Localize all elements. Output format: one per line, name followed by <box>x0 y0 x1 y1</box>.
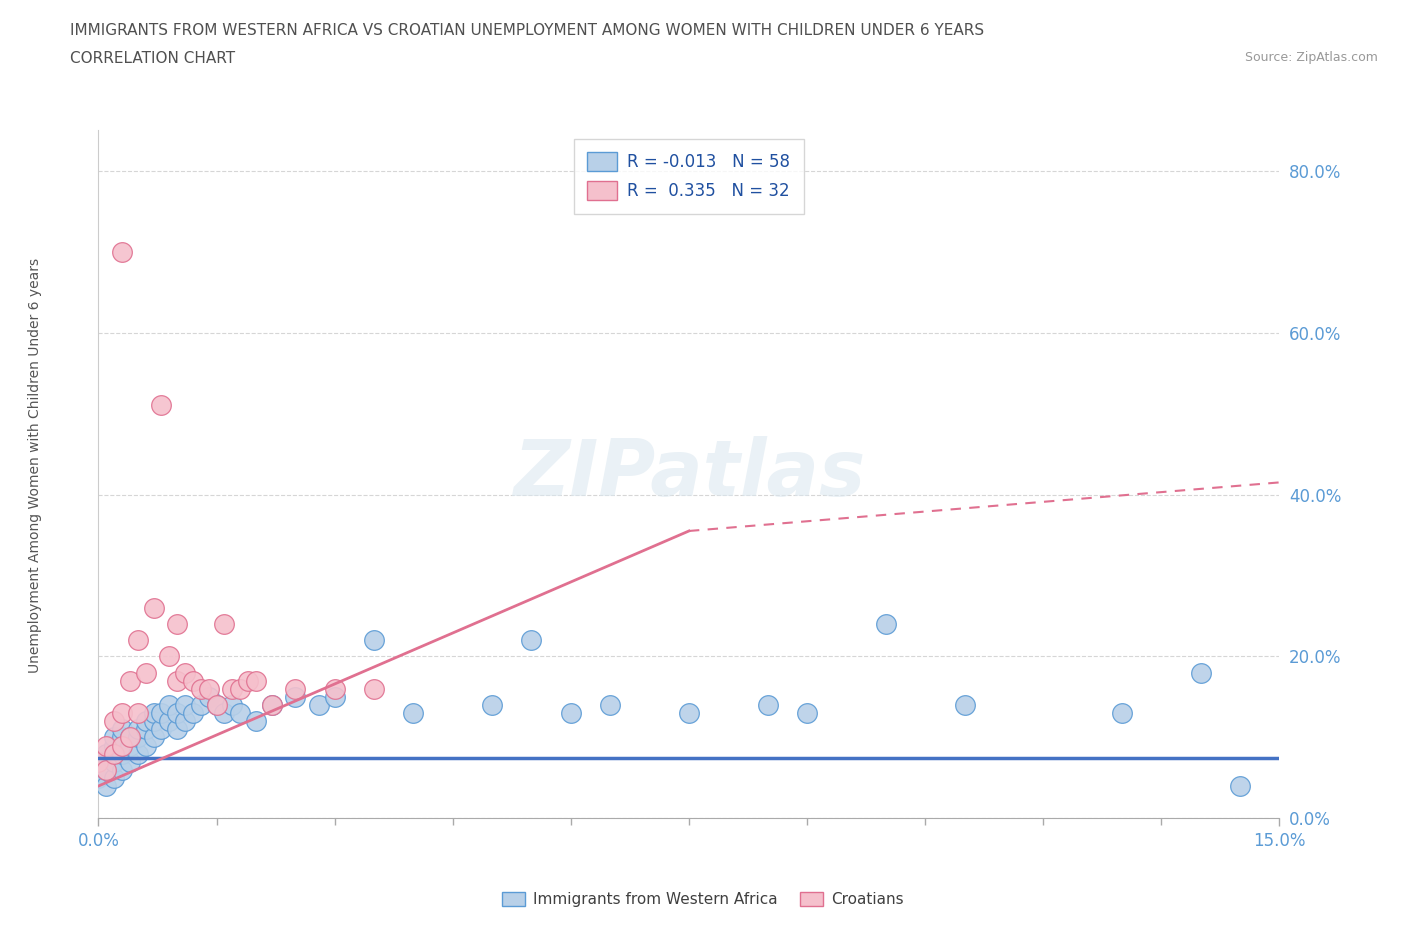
Point <box>111 730 134 745</box>
Point <box>142 601 165 616</box>
Point <box>135 722 157 737</box>
Point <box>127 706 149 721</box>
Point <box>118 754 141 769</box>
Point <box>190 682 212 697</box>
Point <box>111 738 134 753</box>
Point <box>308 698 330 712</box>
Point <box>150 722 173 737</box>
Point <box>118 673 141 688</box>
Point <box>111 763 134 777</box>
Point <box>481 698 503 712</box>
Text: Source: ZipAtlas.com: Source: ZipAtlas.com <box>1244 51 1378 64</box>
Point <box>135 665 157 680</box>
Point <box>1229 778 1251 793</box>
Point <box>174 665 197 680</box>
Point <box>96 738 118 753</box>
Point <box>103 714 125 729</box>
Point <box>103 770 125 785</box>
Point <box>135 714 157 729</box>
Legend: Immigrants from Western Africa, Croatians: Immigrants from Western Africa, Croatian… <box>496 885 910 913</box>
Point <box>174 698 197 712</box>
Point <box>127 722 149 737</box>
Point <box>229 706 252 721</box>
Point <box>127 632 149 647</box>
Point <box>953 698 976 712</box>
Point <box>103 730 125 745</box>
Text: ZIPatlas: ZIPatlas <box>513 436 865 512</box>
Point <box>214 617 236 631</box>
Legend: R = -0.013   N = 58, R =  0.335   N = 32: R = -0.013 N = 58, R = 0.335 N = 32 <box>574 139 804 214</box>
Point <box>181 673 204 688</box>
Point <box>166 617 188 631</box>
Point <box>111 706 134 721</box>
Point <box>150 398 173 413</box>
Point <box>174 714 197 729</box>
Point <box>103 738 125 753</box>
Point <box>96 746 118 761</box>
Point <box>118 730 141 745</box>
Point <box>166 673 188 688</box>
Point <box>756 698 779 712</box>
Point <box>157 714 180 729</box>
Point <box>363 682 385 697</box>
Point <box>284 682 307 697</box>
Point <box>150 706 173 721</box>
Point <box>197 682 219 697</box>
Text: Unemployment Among Women with Children Under 6 years: Unemployment Among Women with Children U… <box>28 258 42 672</box>
Point <box>214 706 236 721</box>
Point <box>197 689 219 704</box>
Point <box>221 698 243 712</box>
Point <box>284 689 307 704</box>
Point <box>190 698 212 712</box>
Point <box>205 698 228 712</box>
Point <box>678 706 700 721</box>
Point <box>166 706 188 721</box>
Point <box>96 778 118 793</box>
Point <box>111 722 134 737</box>
Point <box>260 698 283 712</box>
Point <box>142 730 165 745</box>
Point <box>402 706 425 721</box>
Point <box>205 698 228 712</box>
Point <box>103 746 125 761</box>
Point <box>323 689 346 704</box>
Point <box>875 617 897 631</box>
Point <box>111 746 134 761</box>
Point <box>142 714 165 729</box>
Point <box>118 738 141 753</box>
Text: IMMIGRANTS FROM WESTERN AFRICA VS CROATIAN UNEMPLOYMENT AMONG WOMEN WITH CHILDRE: IMMIGRANTS FROM WESTERN AFRICA VS CROATI… <box>70 23 984 38</box>
Point <box>236 673 259 688</box>
Point <box>245 714 267 729</box>
Point <box>135 738 157 753</box>
Point <box>142 706 165 721</box>
Point <box>118 730 141 745</box>
Point <box>127 730 149 745</box>
Point <box>103 754 125 769</box>
Point <box>96 763 118 777</box>
Point <box>1189 665 1212 680</box>
Point <box>157 649 180 664</box>
Text: CORRELATION CHART: CORRELATION CHART <box>70 51 235 66</box>
Point <box>96 763 118 777</box>
Point <box>520 632 543 647</box>
Point <box>111 245 134 259</box>
Point <box>127 746 149 761</box>
Point <box>323 682 346 697</box>
Point <box>560 706 582 721</box>
Point <box>1111 706 1133 721</box>
Point <box>363 632 385 647</box>
Point <box>599 698 621 712</box>
Point <box>181 706 204 721</box>
Point <box>157 698 180 712</box>
Point <box>221 682 243 697</box>
Point <box>166 722 188 737</box>
Point <box>87 770 110 785</box>
Point <box>796 706 818 721</box>
Point <box>87 754 110 769</box>
Point <box>245 673 267 688</box>
Point <box>260 698 283 712</box>
Point <box>229 682 252 697</box>
